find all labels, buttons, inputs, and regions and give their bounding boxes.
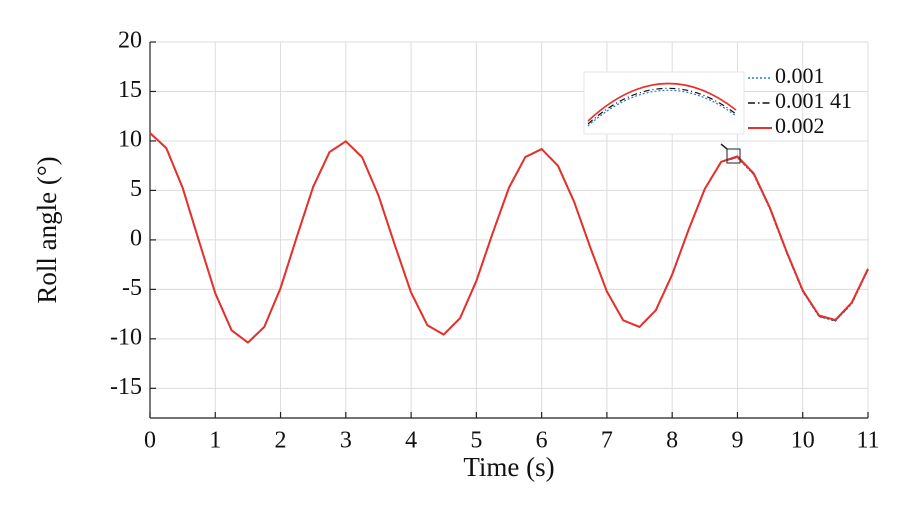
y-tick-label: 10 bbox=[118, 126, 142, 152]
x-axis-label: Time (s) bbox=[463, 452, 554, 482]
x-tick-label: 5 bbox=[470, 428, 482, 454]
inset bbox=[583, 71, 745, 164]
y-tick-label: 20 bbox=[118, 28, 142, 54]
x-tick-label: 2 bbox=[275, 428, 287, 454]
series-line bbox=[149, 132, 869, 344]
x-tick-label: 11 bbox=[856, 428, 879, 454]
y-tick-label: -10 bbox=[110, 324, 142, 350]
x-tick-label: 6 bbox=[536, 428, 548, 454]
y-tick-label: 15 bbox=[118, 77, 142, 103]
y-tick-label: 5 bbox=[130, 176, 142, 202]
x-tick-label: 10 bbox=[791, 428, 815, 454]
inset-arc bbox=[587, 87, 737, 125]
y-tick-label: 0 bbox=[130, 225, 142, 251]
zoom-arrow bbox=[720, 143, 728, 150]
x-tick-label: 8 bbox=[666, 428, 678, 454]
x-tick-label: 4 bbox=[405, 428, 417, 454]
series-line bbox=[149, 132, 869, 344]
x-tick-label: 9 bbox=[731, 428, 743, 454]
y-tick-label: -15 bbox=[110, 374, 142, 400]
legend-label: 0.001 bbox=[775, 63, 825, 88]
x-tick-label: 1 bbox=[209, 428, 221, 454]
grid bbox=[149, 41, 869, 419]
y-axis-label: Roll angle (°) bbox=[32, 156, 62, 303]
legend-label: 0.001 41 bbox=[775, 88, 852, 113]
y-tick-label: -5 bbox=[122, 275, 142, 301]
lines bbox=[149, 132, 869, 344]
x-tick-label: 7 bbox=[601, 428, 613, 454]
zoom-box bbox=[726, 148, 741, 164]
x-tick-label: 3 bbox=[340, 428, 352, 454]
series-line bbox=[149, 132, 869, 344]
legend-label: 0.002 bbox=[775, 113, 825, 138]
x-tick-label: 0 bbox=[144, 428, 156, 454]
inset-arc bbox=[587, 82, 737, 122]
